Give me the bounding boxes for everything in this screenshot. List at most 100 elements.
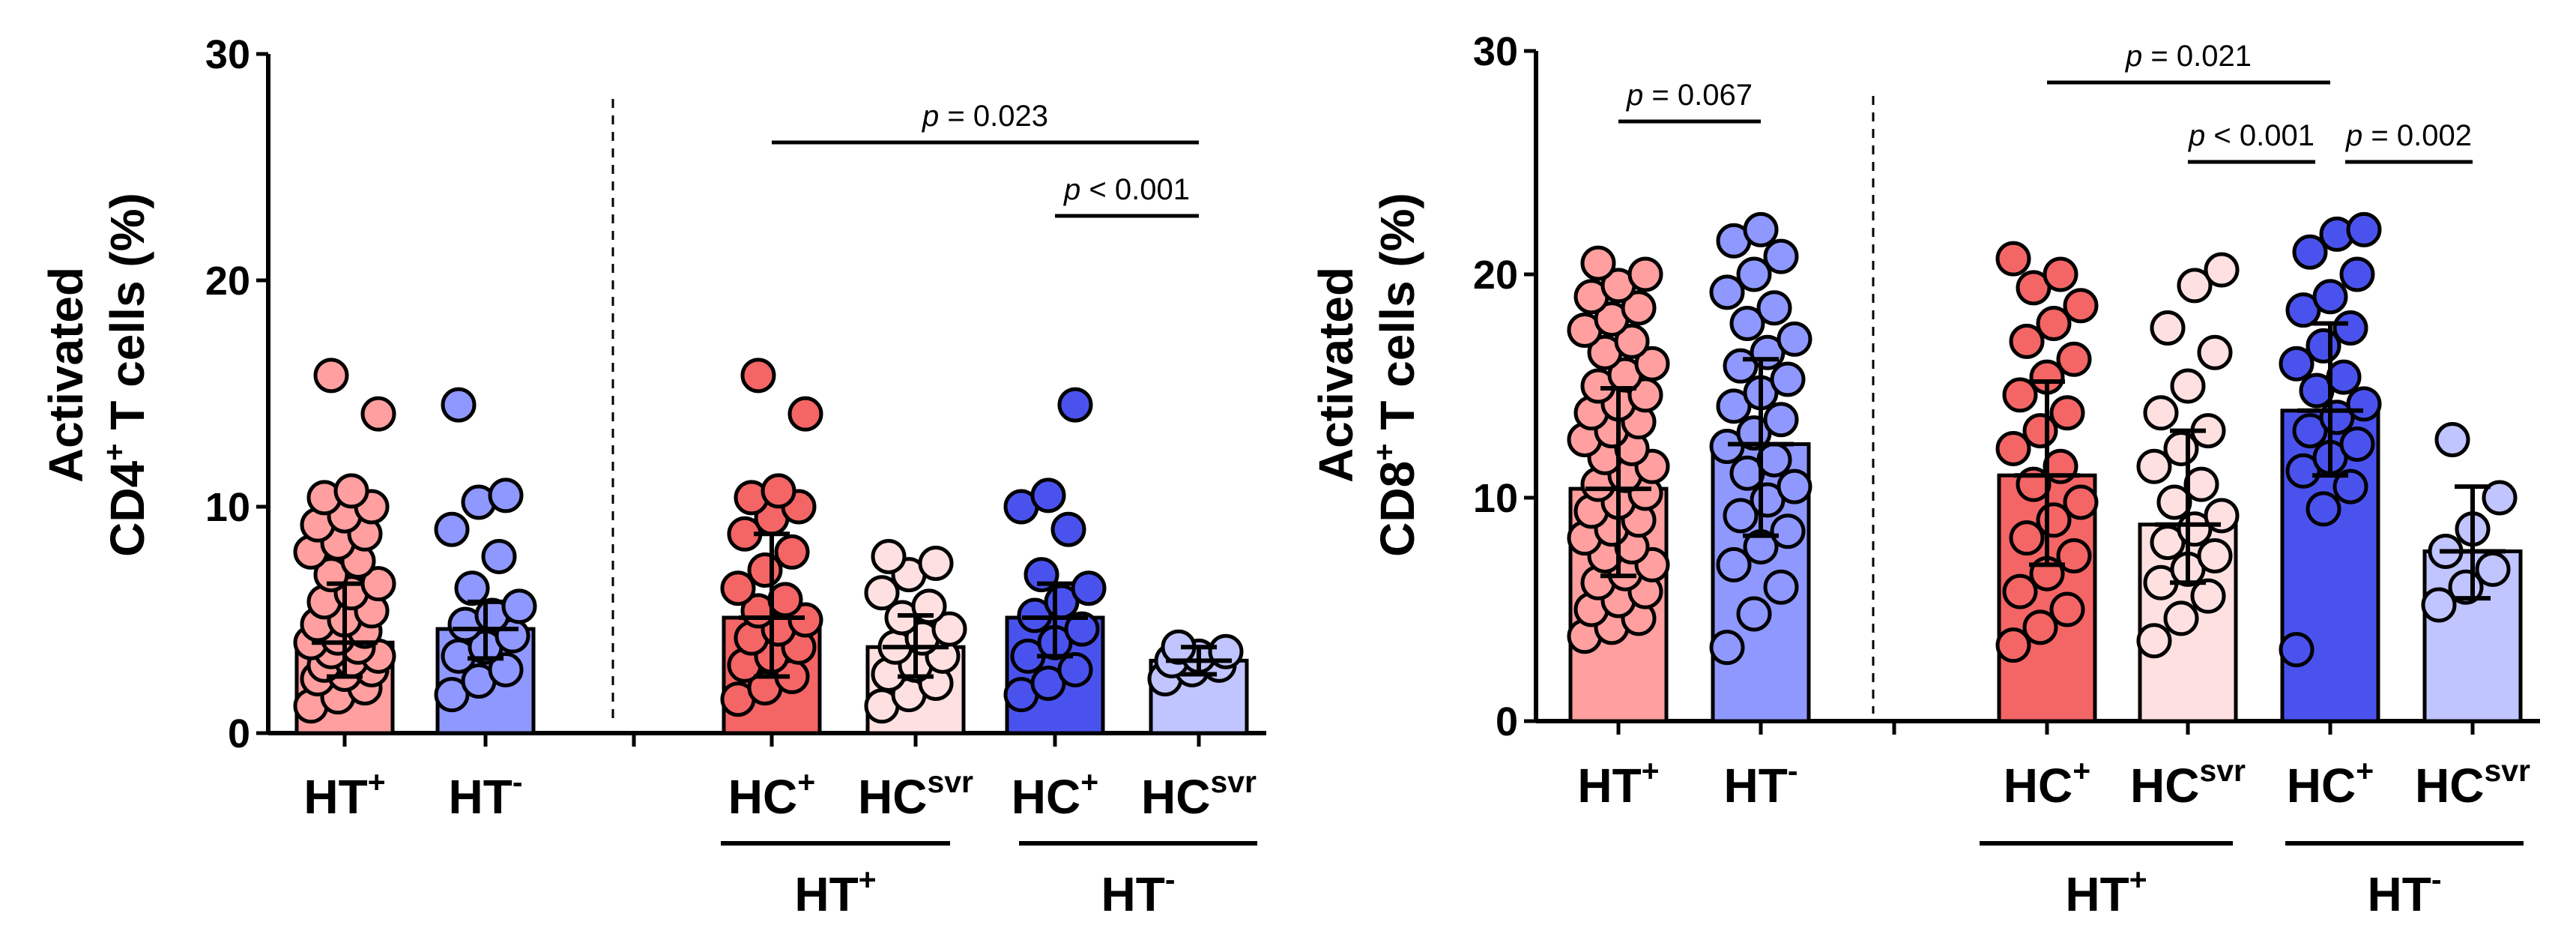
category-label: HCsvr	[858, 765, 973, 824]
y-tick-label: 10	[205, 485, 250, 530]
data-point	[2063, 484, 2099, 520]
category-label: HCsvr	[2415, 753, 2530, 813]
category-label: HCsvr	[2130, 753, 2246, 813]
data-point	[774, 534, 810, 570]
data-point	[1743, 211, 1779, 247]
y-tick-label: 30	[205, 32, 250, 77]
data-point	[720, 570, 756, 606]
data-point	[2036, 306, 2072, 342]
p-value-label: p = 0.021	[2125, 40, 2252, 73]
data-point	[1756, 442, 1792, 477]
data-point	[2150, 310, 2186, 346]
data-point	[1030, 477, 1066, 513]
y-tick-label: 20	[1473, 253, 1518, 298]
data-point	[2002, 377, 2038, 413]
data-point	[1995, 627, 2031, 663]
data-point	[1736, 596, 1772, 632]
data-point	[2434, 422, 2470, 458]
data-point	[2163, 600, 2199, 636]
data-point	[1071, 570, 1107, 606]
data-point	[2002, 573, 2038, 609]
data-point	[1763, 402, 1799, 438]
data-point	[2049, 395, 2085, 431]
data-point	[2143, 395, 2179, 431]
data-point	[2063, 288, 2099, 324]
data-point	[1627, 256, 1663, 292]
data-point	[360, 396, 396, 432]
data-point	[2306, 491, 2341, 527]
left-y-axis-label: Activated CD4+ T cells (%)	[39, 193, 154, 557]
data-point	[333, 473, 369, 509]
data-point	[1709, 630, 1745, 666]
right-chart-marks: 0 10 20 30 HT+ HT- HC+ HCsvr HC+ HCsvr HT+ HT-p = 0…	[1473, 29, 2540, 921]
data-point	[2332, 310, 2368, 346]
data-point	[1709, 274, 1745, 310]
data-point	[1030, 666, 1066, 702]
data-point	[2279, 632, 2315, 668]
data-point	[1777, 321, 1812, 357]
right-y-label-line2: CD8+ T cells (%)	[1368, 193, 1424, 557]
data-point	[2346, 386, 2382, 422]
data-point	[2312, 279, 2348, 315]
data-point	[2136, 623, 2172, 659]
data-point	[1634, 346, 1670, 382]
data-point	[1057, 387, 1093, 423]
data-point	[481, 538, 517, 574]
data-point	[2056, 537, 2092, 573]
data-point	[740, 358, 776, 394]
data-point	[313, 358, 349, 394]
data-point	[2346, 211, 2382, 247]
data-point	[501, 588, 537, 624]
data-point	[1770, 361, 1806, 397]
data-point	[761, 473, 796, 509]
group-label: HT-	[1101, 862, 1176, 921]
p-value-label: p = 0.023	[922, 100, 1048, 133]
data-point	[2482, 480, 2518, 516]
category-label: HT-	[1724, 753, 1798, 813]
data-point	[2332, 469, 2368, 504]
data-point	[1580, 245, 1616, 281]
data-point	[1763, 238, 1799, 274]
data-point	[2339, 256, 2375, 292]
data-point	[2197, 334, 2233, 370]
data-point	[1050, 511, 1086, 547]
data-point	[871, 538, 907, 574]
data-point	[918, 546, 954, 581]
data-point	[2204, 252, 2240, 288]
category-label: HT+	[1577, 753, 1659, 813]
data-point	[2009, 323, 2045, 359]
data-point	[1777, 469, 1812, 504]
group-label: HT+	[794, 862, 876, 921]
data-point	[2279, 346, 2315, 382]
p-value-label: p = 0.067	[1626, 79, 1753, 112]
data-point	[1057, 651, 1093, 687]
data-point	[2177, 268, 2213, 304]
data-point	[2197, 537, 2233, 573]
data-point	[488, 477, 524, 513]
data-point	[1770, 513, 1806, 549]
data-point	[1723, 498, 1759, 534]
p-value-label: p < 0.001	[2188, 119, 2315, 152]
data-point	[864, 575, 900, 611]
data-point	[2292, 234, 2328, 270]
left-y-label-line1: Activated	[39, 267, 93, 483]
data-point	[441, 387, 477, 423]
data-point	[1621, 290, 1657, 326]
right-y-axis-label: Activated CD8+ T cells (%)	[1309, 193, 1424, 557]
data-point	[1995, 241, 2031, 277]
group-label: HT+	[2065, 862, 2147, 921]
data-point	[454, 570, 490, 606]
data-point	[434, 677, 470, 713]
data-point	[1614, 323, 1650, 359]
y-tick-label: 20	[205, 259, 250, 304]
category-label: HT+	[303, 765, 385, 824]
data-point	[2049, 591, 2085, 627]
category-label: HC+	[1012, 765, 1098, 824]
p-value-label: p < 0.001	[1063, 173, 1190, 206]
category-label: HC+	[2004, 753, 2090, 813]
y-tick-label: 0	[228, 711, 250, 756]
left-chart-panel: Activated CD4+ T cells (%) 0 10 20 30 HT+ HT-…	[39, 32, 1266, 921]
data-point	[1736, 256, 1772, 292]
